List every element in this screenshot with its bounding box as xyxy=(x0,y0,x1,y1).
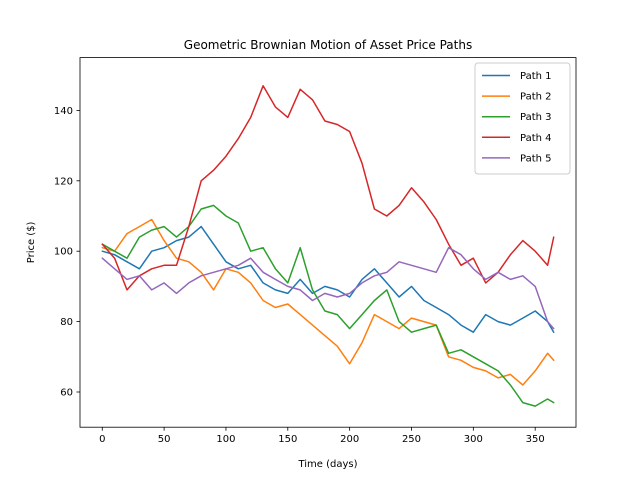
legend-label-3: Path 3 xyxy=(520,112,552,123)
series-line-path-3 xyxy=(101,204,555,407)
legend-box xyxy=(474,62,571,175)
y-tick-label: 80 xyxy=(60,317,73,328)
x-tick-label: 300 xyxy=(464,434,483,445)
x-axis-label: Time (days) xyxy=(297,459,357,470)
y-tick-label: 60 xyxy=(60,388,73,399)
x-tick-label: 250 xyxy=(402,434,421,445)
x-tick-label: 50 xyxy=(158,434,171,445)
series-line-path-1 xyxy=(101,225,555,333)
series-line-path-4 xyxy=(101,85,555,291)
x-tick-label: 350 xyxy=(526,434,545,445)
axes-layer: 0 50 100 150 200 250 300 350 60 80 100 120 140 xyxy=(54,106,545,445)
series-layer xyxy=(101,85,555,407)
legend-label-4: Path 4 xyxy=(520,133,552,144)
y-tick-label: 140 xyxy=(54,106,73,117)
series-line-path-5 xyxy=(101,246,555,330)
legend-label-1: Path 1 xyxy=(520,71,552,82)
y-tick-label: 120 xyxy=(54,176,73,187)
legend-label-2: Path 2 xyxy=(520,92,552,103)
legend: Path 1 Path 2 Path 3 Path 4 Path 5 xyxy=(474,62,571,175)
plot-frame xyxy=(79,57,577,428)
y-tick-label: 100 xyxy=(54,247,73,258)
x-tick-label: 0 xyxy=(99,434,105,445)
legend-label-5: Path 5 xyxy=(520,153,552,164)
x-tick-label: 200 xyxy=(340,434,359,445)
x-tick-label: 100 xyxy=(216,434,235,445)
x-tick-label: 150 xyxy=(278,434,297,445)
y-axis-label: Price ($) xyxy=(26,221,37,263)
chart-title: Geometric Brownian Motion of Asset Price… xyxy=(184,38,472,52)
